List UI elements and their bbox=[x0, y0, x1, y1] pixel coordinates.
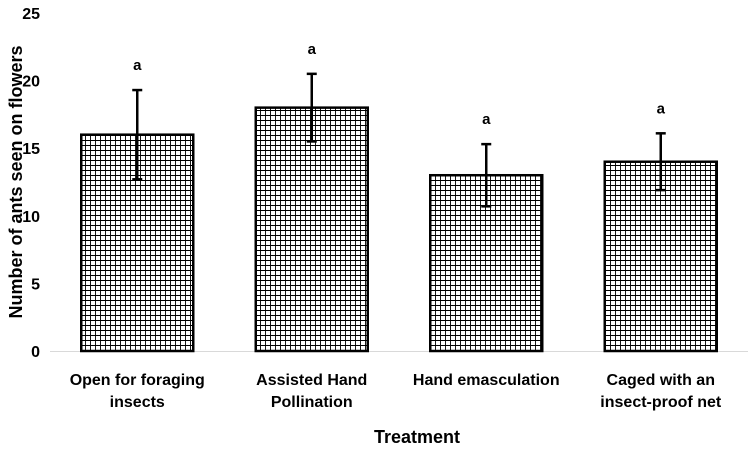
significance-label: a bbox=[657, 100, 666, 117]
bar bbox=[603, 160, 718, 353]
y-tick-label: 25 bbox=[22, 6, 40, 23]
error-bar bbox=[132, 88, 143, 181]
significance-label: a bbox=[133, 57, 142, 74]
category-label: Assisted Hand Pollination bbox=[256, 372, 367, 411]
bars bbox=[80, 106, 718, 353]
category-label: Hand emasculation bbox=[413, 372, 560, 389]
error-bar bbox=[306, 72, 317, 143]
error-bar bbox=[481, 142, 492, 208]
category-label: Caged with an insect-proof net bbox=[600, 372, 722, 411]
x-axis-title: Treatment bbox=[374, 427, 460, 447]
y-axis-title-group: Number of ants seen on flowers bbox=[6, 45, 26, 318]
y-tick-labels: 0 5 10 15 20 25 bbox=[22, 6, 40, 361]
error-bars bbox=[132, 72, 666, 208]
category-labels: Open for foraging insects Assisted Hand Pol… bbox=[70, 372, 722, 411]
y-tick-label: 15 bbox=[22, 141, 40, 158]
significance-label: a bbox=[482, 111, 491, 128]
significance-labels: a a a a bbox=[133, 41, 666, 128]
significance-label: a bbox=[308, 41, 317, 58]
error-bar bbox=[655, 132, 666, 192]
y-tick-label: 20 bbox=[22, 74, 40, 91]
bar bbox=[254, 106, 369, 353]
y-tick-label: 5 bbox=[31, 276, 40, 293]
y-axis-title: Number of ants seen on flowers bbox=[6, 45, 26, 318]
y-tick-label: 10 bbox=[22, 209, 40, 226]
y-tick-label: 0 bbox=[31, 344, 40, 361]
category-label: Open for foraging insects bbox=[70, 372, 205, 411]
